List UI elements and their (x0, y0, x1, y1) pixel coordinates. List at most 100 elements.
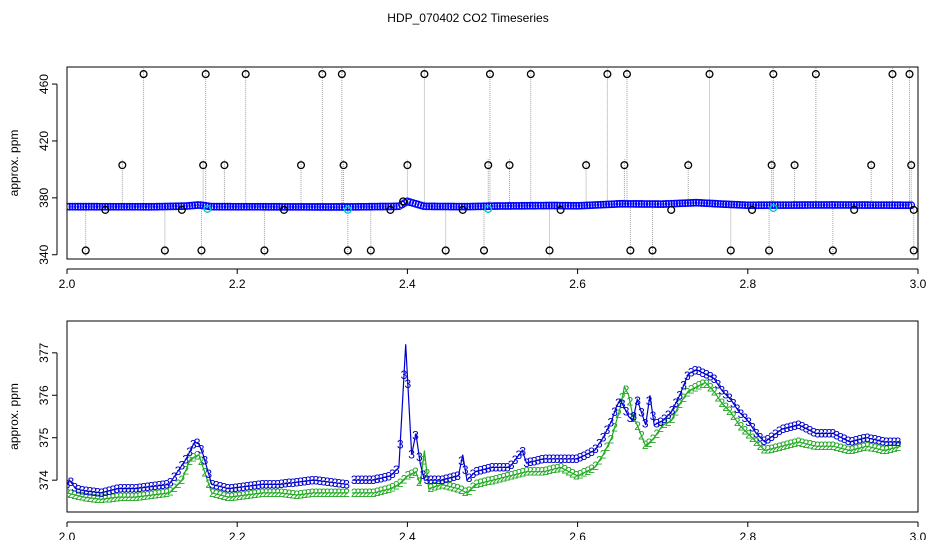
baseline-point (662, 200, 671, 208)
series-marker-3: 3 (443, 472, 450, 486)
series-marker-3: 3 (715, 378, 722, 392)
series-marker-3: 3 (883, 435, 890, 449)
series-marker-3: 3 (722, 387, 729, 401)
baseline-point (724, 200, 733, 209)
baseline-point (792, 201, 801, 209)
raw-point (626, 246, 635, 255)
series-marker-3: 3 (887, 435, 894, 449)
series-marker-2: 2 (876, 442, 883, 456)
series-marker-2: 2 (680, 391, 687, 405)
baseline-point (591, 201, 600, 209)
baseline-point (161, 202, 169, 211)
baseline-point (536, 201, 545, 210)
top-panel: 2.0 2.2 2.4 2.6 2.8 3.0 340 380 420 460 approx. pp… (7, 66, 927, 291)
series-marker-2: 2 (79, 490, 86, 504)
series-marker-3: 3 (872, 433, 879, 447)
series-marker-3: 3 (657, 415, 664, 429)
series-marker-2: 2 (171, 481, 178, 495)
raw-point (790, 161, 799, 170)
series-marker-3: 3 (642, 417, 649, 431)
series-marker-3: 3 (420, 468, 427, 482)
x-tick-label: 2.2 (229, 530, 246, 540)
series-marker-2: 2 (144, 489, 151, 503)
series-marker-3: 3 (519, 445, 526, 459)
baseline-point (182, 202, 191, 210)
series-marker-2: 2 (117, 490, 124, 504)
series-marker-3: 3 (527, 455, 534, 469)
series-marker-3: 3 (320, 474, 327, 488)
series-marker-2: 2 (512, 468, 519, 482)
series-marker-2: 2 (443, 479, 450, 493)
series-marker-2: 2 (638, 429, 645, 443)
baseline-point (84, 202, 93, 211)
baseline-point (716, 200, 725, 208)
baseline-point (109, 202, 118, 211)
baseline-point (596, 200, 605, 209)
baseline-point (708, 199, 717, 208)
series-marker-2: 2 (791, 436, 798, 450)
baseline-point (795, 201, 804, 209)
baseline-point (561, 201, 570, 210)
series-marker-2: 2 (807, 438, 814, 452)
baseline-point (528, 201, 537, 210)
series-marker-2: 2 (247, 487, 254, 501)
series-marker-3: 3 (650, 409, 657, 423)
series-marker-3: 3 (167, 476, 174, 490)
series-marker-3: 3 (408, 448, 415, 462)
series-line-2 (67, 453, 348, 500)
series-marker-2: 2 (558, 461, 565, 475)
series-marker-3: 3 (726, 391, 733, 405)
series-marker-3: 3 (431, 473, 438, 487)
baseline-point (743, 201, 752, 210)
series-marker-3: 3 (389, 467, 396, 481)
baseline-point (368, 202, 376, 211)
series-marker-2: 2 (213, 487, 220, 501)
series-marker-3: 3 (619, 397, 626, 411)
baseline-point (776, 201, 785, 210)
baseline-point (615, 199, 624, 208)
baseline-point (468, 202, 477, 211)
series-marker-2: 2 (167, 485, 174, 499)
series-marker-3: 3 (133, 482, 140, 496)
baseline-point (523, 201, 532, 210)
series-marker-3: 3 (121, 482, 128, 496)
x-tick-label: 2.6 (569, 530, 586, 540)
series-marker-3: 3 (596, 436, 603, 450)
series-line-2 (352, 381, 902, 494)
series-marker-3: 3 (194, 436, 201, 450)
series-marker-3: 3 (745, 415, 752, 429)
baseline-point (264, 202, 273, 211)
series-marker-2: 2 (726, 404, 733, 418)
series-marker-3: 3 (175, 464, 182, 478)
raw-point (160, 246, 169, 255)
baseline-point (534, 201, 543, 210)
series-marker-2: 2 (313, 486, 320, 500)
series-marker-2: 2 (860, 440, 867, 454)
baseline-point (752, 201, 760, 210)
series-marker-2: 2 (787, 437, 794, 451)
series-marker-3: 3 (117, 482, 124, 496)
baseline-point (210, 202, 218, 211)
series-marker-3: 3 (807, 424, 814, 438)
series-marker-2: 2 (378, 484, 385, 498)
series-marker-2: 2 (450, 480, 457, 494)
top-plot-area (67, 68, 918, 257)
series-marker-2: 2 (98, 492, 105, 506)
series-marker-3: 3 (573, 452, 580, 466)
series-marker-2: 2 (826, 439, 833, 453)
series-marker-2: 2 (136, 490, 143, 504)
baseline-point (354, 202, 363, 211)
series-marker-2: 2 (730, 409, 737, 423)
series-marker-3: 3 (393, 463, 400, 477)
baseline-point (177, 202, 186, 211)
series-marker-2: 2 (67, 487, 74, 501)
baseline-point (733, 200, 741, 209)
series-marker-2: 2 (125, 490, 132, 504)
series-marker-2: 2 (148, 488, 155, 502)
baseline-point (229, 202, 238, 211)
series-marker-2: 2 (719, 396, 726, 410)
baseline-point (128, 202, 137, 211)
baseline-point (896, 201, 905, 210)
series-marker-3: 3 (826, 426, 833, 440)
